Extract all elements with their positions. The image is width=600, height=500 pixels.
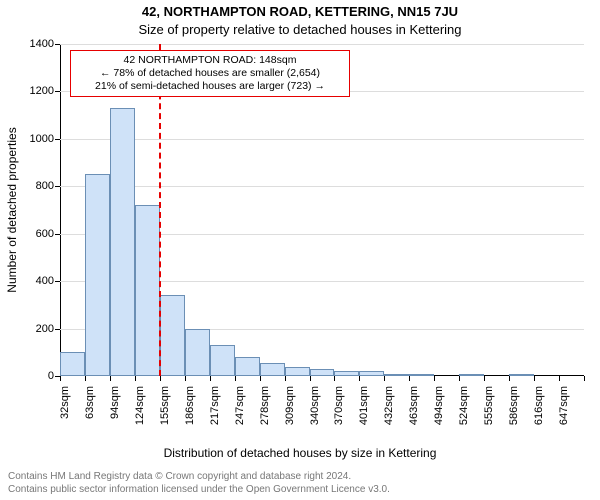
x-tick-label: 94sqm xyxy=(109,386,121,419)
y-tick-mark xyxy=(55,281,60,282)
histogram-bar xyxy=(85,174,110,376)
annotation-box: 42 NORTHAMPTON ROAD: 148sqm← 78% of deta… xyxy=(70,50,350,97)
y-axis-line xyxy=(60,44,61,376)
y-tick-label: 1000 xyxy=(30,133,54,145)
y-tick-mark xyxy=(55,139,60,140)
x-tick-mark xyxy=(334,376,335,381)
histogram-bar xyxy=(409,374,434,376)
x-tick-label: 586sqm xyxy=(508,386,520,425)
histogram-bar xyxy=(135,205,160,376)
x-tick-label: 340sqm xyxy=(309,386,321,425)
annotation-line: 42 NORTHAMPTON ROAD: 148sqm xyxy=(77,54,343,67)
chart-container: 42, NORTHAMPTON ROAD, KETTERING, NN15 7J… xyxy=(0,0,600,500)
y-tick-mark xyxy=(55,329,60,330)
x-tick-mark xyxy=(534,376,535,381)
x-tick-label: 63sqm xyxy=(84,386,96,419)
x-tick-mark xyxy=(160,376,161,381)
title-sub: Size of property relative to detached ho… xyxy=(0,22,600,37)
y-tick-label: 1400 xyxy=(30,38,54,50)
y-tick-mark xyxy=(55,186,60,187)
histogram-bar xyxy=(235,357,260,376)
x-tick-mark xyxy=(509,376,510,381)
histogram-bar xyxy=(110,108,135,376)
x-tick-mark xyxy=(484,376,485,381)
x-tick-mark xyxy=(110,376,111,381)
histogram-bar xyxy=(60,352,85,376)
x-tick-label: 647sqm xyxy=(558,386,570,425)
x-tick-label: 247sqm xyxy=(234,386,246,425)
grid-line xyxy=(60,186,584,187)
x-tick-mark xyxy=(285,376,286,381)
annotation-line: 21% of semi-detached houses are larger (… xyxy=(77,80,343,93)
x-tick-mark xyxy=(235,376,236,381)
y-tick-label: 0 xyxy=(48,370,54,382)
y-axis-label: Number of detached properties xyxy=(5,127,19,292)
x-tick-mark xyxy=(409,376,410,381)
y-tick-mark xyxy=(55,234,60,235)
y-tick-label: 600 xyxy=(36,228,54,240)
x-tick-label: 463sqm xyxy=(408,386,420,425)
x-tick-label: 155sqm xyxy=(159,386,171,425)
histogram-bar xyxy=(160,295,185,376)
x-tick-label: 278sqm xyxy=(259,386,271,425)
y-tick-label: 200 xyxy=(36,323,54,335)
x-tick-label: 401sqm xyxy=(358,386,370,425)
x-tick-mark xyxy=(584,376,585,381)
histogram-bar xyxy=(285,367,310,376)
annotation-line: ← 78% of detached houses are smaller (2,… xyxy=(77,67,343,80)
grid-line xyxy=(60,139,584,140)
histogram-bar xyxy=(260,363,285,376)
x-tick-mark xyxy=(559,376,560,381)
x-tick-label: 32sqm xyxy=(59,386,71,419)
histogram-bar xyxy=(310,369,335,376)
histogram-bar xyxy=(459,374,484,376)
histogram-bar xyxy=(384,374,409,376)
grid-line xyxy=(60,44,584,45)
footer-line: Contains HM Land Registry data © Crown c… xyxy=(8,471,390,484)
x-tick-label: 432sqm xyxy=(383,386,395,425)
footer-attribution: Contains HM Land Registry data © Crown c… xyxy=(8,471,390,496)
x-tick-label: 494sqm xyxy=(433,386,445,425)
x-tick-label: 124sqm xyxy=(134,386,146,425)
footer-line: Contains public sector information licen… xyxy=(8,484,390,497)
histogram-bar xyxy=(359,371,384,376)
histogram-bar xyxy=(509,374,534,376)
plot-area: 020040060080010001200140032sqm63sqm94sqm… xyxy=(60,44,584,376)
x-tick-label: 309sqm xyxy=(284,386,296,425)
x-tick-label: 370sqm xyxy=(333,386,345,425)
x-axis-label: Distribution of detached houses by size … xyxy=(0,446,600,460)
x-tick-mark xyxy=(135,376,136,381)
x-tick-mark xyxy=(260,376,261,381)
x-tick-mark xyxy=(85,376,86,381)
x-tick-mark xyxy=(60,376,61,381)
x-tick-label: 186sqm xyxy=(184,386,196,425)
y-tick-label: 800 xyxy=(36,180,54,192)
histogram-bar xyxy=(185,329,210,376)
x-tick-mark xyxy=(359,376,360,381)
x-tick-mark xyxy=(459,376,460,381)
x-tick-mark xyxy=(185,376,186,381)
x-tick-mark xyxy=(310,376,311,381)
y-tick-mark xyxy=(55,91,60,92)
histogram-bar xyxy=(210,345,235,376)
x-tick-mark xyxy=(434,376,435,381)
x-tick-label: 555sqm xyxy=(483,386,495,425)
x-tick-mark xyxy=(384,376,385,381)
x-tick-mark xyxy=(210,376,211,381)
histogram-bar xyxy=(334,371,359,376)
x-tick-label: 217sqm xyxy=(209,386,221,425)
y-tick-label: 400 xyxy=(36,275,54,287)
x-tick-label: 616sqm xyxy=(533,386,545,425)
title-main: 42, NORTHAMPTON ROAD, KETTERING, NN15 7J… xyxy=(0,4,600,19)
y-tick-mark xyxy=(55,44,60,45)
y-tick-label: 1200 xyxy=(30,85,54,97)
x-tick-label: 524sqm xyxy=(458,386,470,425)
